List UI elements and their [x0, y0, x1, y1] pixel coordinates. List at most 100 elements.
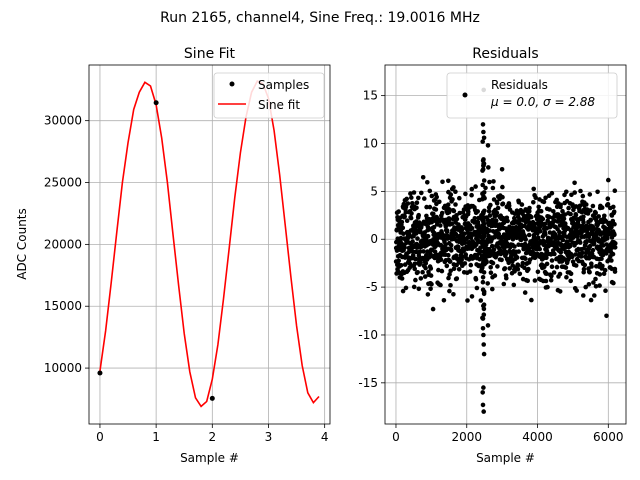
residual-point [398, 263, 404, 268]
residual-point [403, 204, 409, 210]
residual-outlier-point [481, 342, 487, 347]
x-tick-label: 1 [152, 430, 160, 444]
residual-point [557, 289, 563, 294]
residual-point [564, 275, 569, 280]
residual-point [564, 189, 569, 195]
residual-point [431, 211, 436, 217]
residual-point [478, 298, 484, 303]
residual-point [606, 177, 611, 183]
residual-point [572, 190, 577, 195]
residual-outlier-point [604, 313, 609, 319]
residual-point [581, 266, 587, 272]
residual-point [476, 263, 482, 268]
residual-point [493, 218, 499, 223]
residual-point [412, 261, 418, 267]
residual-point [500, 184, 505, 190]
residual-point [445, 202, 451, 207]
residual-point [396, 209, 402, 214]
residual-point [422, 196, 427, 201]
residual-point [520, 260, 526, 266]
residual-point [481, 190, 487, 195]
residual-point [526, 246, 532, 252]
residual-point [501, 281, 507, 287]
residual-point [558, 250, 564, 255]
y-tick-label: 5 [370, 184, 378, 198]
residual-point [416, 253, 422, 258]
residual-point [446, 275, 451, 281]
residual-point [502, 266, 508, 271]
residual-point [437, 199, 442, 205]
residual-point [488, 265, 494, 270]
residual-point [511, 282, 517, 288]
residual-point [469, 294, 475, 299]
residual-point [454, 213, 459, 218]
residual-point [409, 195, 414, 200]
sine-fit-line [99, 80, 320, 408]
residual-point [599, 205, 605, 210]
residual-point [424, 204, 429, 210]
residual-point [488, 270, 494, 276]
residual-point [422, 274, 428, 279]
residual-point [494, 201, 500, 206]
residual-point [532, 278, 538, 283]
residual-point [400, 288, 406, 294]
residual-point [515, 266, 521, 272]
residual-point [522, 290, 528, 295]
residual-point [532, 221, 537, 226]
residuals-plot-area [393, 87, 618, 414]
sine-fit-legend: Samples Sine fit [213, 72, 325, 119]
residual-point [468, 262, 474, 268]
residual-point [612, 245, 618, 250]
residual-point [423, 260, 429, 266]
residual-point [551, 209, 556, 214]
residual-point [515, 262, 521, 268]
residual-point [439, 268, 445, 274]
residual-point [593, 276, 598, 282]
residual-point [487, 228, 492, 233]
residual-point [544, 271, 549, 277]
residual-point [481, 302, 487, 308]
y-tick-label: -15 [358, 376, 378, 390]
residual-point [428, 286, 433, 292]
residual-point [505, 218, 510, 224]
residual-point [562, 212, 568, 217]
residual-point [460, 254, 465, 260]
residual-outlier-point [480, 122, 486, 127]
residual-point [415, 270, 421, 275]
residual-point [573, 263, 579, 268]
residual-point [547, 230, 553, 235]
residual-point [557, 229, 562, 235]
residual-point [434, 194, 440, 200]
residual-point [490, 286, 495, 292]
residual-point [454, 276, 460, 281]
residual-point [611, 280, 616, 286]
residual-point [566, 205, 571, 211]
residual-point [403, 285, 409, 291]
residual-point [421, 249, 426, 254]
residual-point [531, 186, 536, 192]
residual-point [506, 203, 512, 209]
residual-point [402, 245, 407, 250]
residual-point [453, 202, 458, 207]
residual-point [547, 207, 552, 212]
residual-point [399, 276, 405, 281]
residual-point [574, 288, 579, 293]
residual-point [399, 219, 405, 225]
residual-point [426, 226, 432, 231]
residual-point [582, 262, 588, 268]
residual-point [523, 237, 528, 242]
residual-point [563, 221, 568, 226]
residual-point [490, 185, 496, 191]
residual-point [592, 293, 597, 298]
legend-label-samples: Samples [258, 78, 309, 92]
residual-point [486, 208, 492, 214]
residuals-title: Residuals [472, 46, 538, 62]
residual-point [444, 228, 450, 233]
residual-point [441, 298, 447, 303]
residual-point [439, 210, 445, 216]
residual-point [451, 266, 457, 272]
residual-point [543, 195, 548, 201]
residual-point [538, 208, 544, 214]
